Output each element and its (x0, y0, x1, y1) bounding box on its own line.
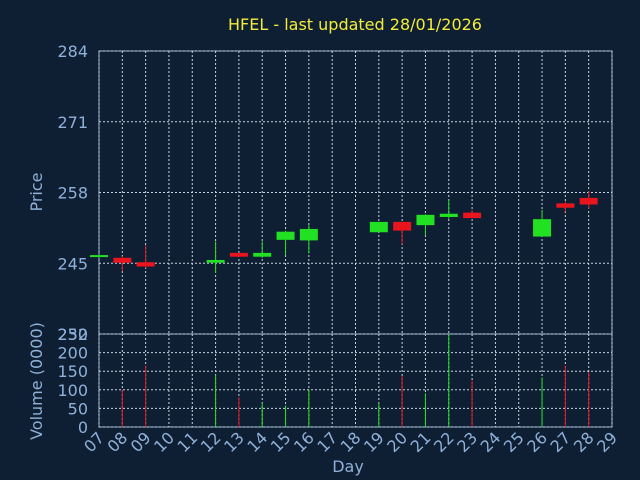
volume-tick-label: 50 (68, 399, 88, 418)
x-tick-label: 29 (593, 428, 621, 456)
candle-body (416, 214, 435, 226)
candle-body (393, 221, 412, 231)
candle-body (439, 213, 458, 217)
price-y-ticks: 284 271 258 245 232 (57, 42, 88, 344)
volume-tick-label: 100 (57, 381, 88, 400)
candle-body (229, 252, 248, 257)
candle-body (136, 262, 155, 267)
grid-lines (98, 50, 613, 428)
x-axis-label: Day (332, 457, 364, 476)
price-tick-label: 232 (57, 325, 88, 344)
price-tick-label: 271 (57, 113, 88, 132)
chart-title: HFEL - last updated 28/01/2026 (228, 15, 482, 34)
volume-tick-label: 0 (78, 418, 88, 437)
volume-tick-label: 200 (57, 344, 88, 363)
volume-bars-group (121, 334, 590, 427)
volume-tick-label: 150 (57, 362, 88, 381)
price-tick-label: 284 (57, 42, 88, 61)
candle-body (463, 212, 482, 219)
price-tick-label: 245 (57, 254, 88, 273)
candle-body (276, 231, 295, 240)
candle-body (253, 252, 272, 257)
candle-body (113, 257, 132, 263)
candle-body (533, 219, 552, 237)
volume-tick-label: 250 (57, 325, 88, 344)
x-ticks: 0708091011121314151617181920212223242526… (80, 428, 621, 456)
candle-body (369, 221, 388, 233)
price-axis-label: Price (27, 172, 46, 211)
candle-body (579, 197, 598, 205)
price-tick-label: 258 (57, 184, 88, 203)
candle-body (206, 259, 225, 263)
candle-body (90, 255, 108, 258)
candle-body (556, 203, 575, 208)
candle-body (299, 228, 318, 241)
volume-axis-label: Volume (0000) (27, 322, 46, 440)
candles-group (90, 190, 598, 274)
